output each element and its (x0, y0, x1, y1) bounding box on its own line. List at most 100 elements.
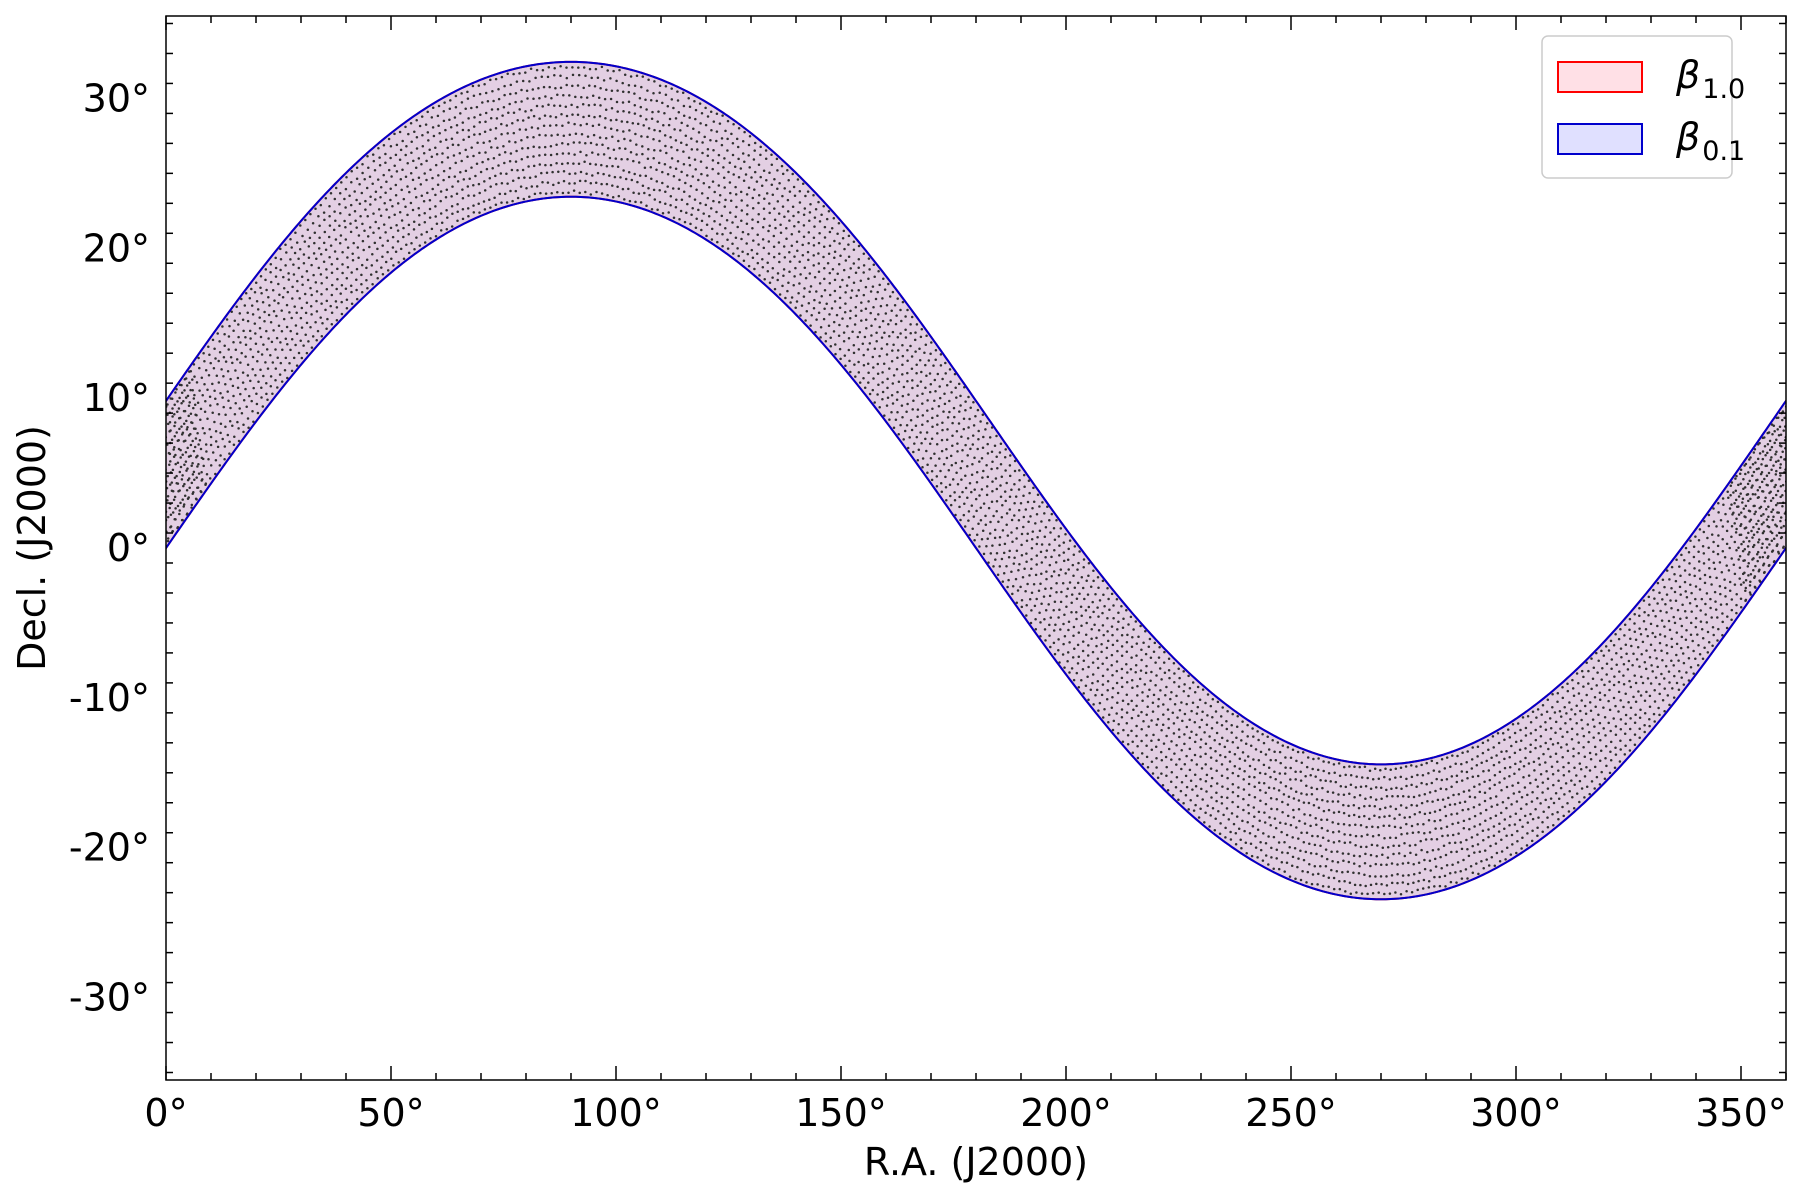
scatter-point (775, 157, 779, 161)
scatter-point (1789, 460, 1792, 463)
scatter-point (1269, 758, 1272, 762)
scatter-point (293, 305, 296, 308)
scatter-point (461, 217, 465, 221)
scatter-point (1264, 802, 1268, 806)
scatter-point (762, 246, 766, 250)
scatter-point (379, 195, 382, 199)
scatter-point (1746, 545, 1750, 548)
scatter-point (1470, 836, 1474, 839)
scatter-point (468, 177, 471, 180)
scatter-point (877, 313, 880, 316)
scatter-point (1209, 784, 1213, 788)
scatter-point (852, 262, 856, 265)
scatter-point (1607, 649, 1611, 652)
scatter-point (251, 410, 254, 413)
scatter-point (737, 127, 741, 130)
scatter-point (358, 202, 362, 205)
scatter-point (456, 210, 459, 213)
scatter-point (742, 179, 746, 182)
scatter-point (1779, 485, 1783, 488)
scatter-point (1135, 734, 1138, 738)
scatter-point (1025, 552, 1028, 555)
scatter-point (682, 104, 686, 108)
scatter-point (1660, 649, 1663, 652)
scatter-point (1668, 578, 1671, 581)
scatter-point (266, 367, 270, 370)
scatter-point (1144, 671, 1148, 675)
scatter-point (191, 473, 195, 476)
scatter-point (765, 179, 768, 182)
scatter-point (437, 104, 441, 108)
scatter-point (512, 111, 516, 115)
scatter-point (993, 444, 997, 447)
scatter-point (1748, 591, 1752, 594)
scatter-point (1488, 778, 1492, 782)
scatter-point (1368, 804, 1371, 808)
scatter-point (1697, 538, 1701, 542)
scatter-point (159, 520, 162, 523)
scatter-point (1794, 476, 1797, 479)
scatter-point (279, 247, 282, 251)
scatter-point (567, 152, 571, 155)
scatter-point (526, 135, 529, 139)
scatter-point (1764, 464, 1767, 468)
scatter-point (848, 316, 852, 320)
scatter-point (1277, 841, 1281, 844)
scatter-point (1188, 736, 1192, 740)
scatter-point (854, 375, 857, 378)
scatter-point (1013, 469, 1017, 473)
scatter-point (360, 191, 364, 195)
scatter-point (295, 311, 298, 315)
scatter-point (297, 257, 300, 260)
scatter-point (1308, 862, 1311, 866)
scatter-point (341, 263, 344, 266)
scatter-point (1792, 448, 1795, 451)
scatter-point (1649, 622, 1653, 626)
scatter-point (191, 439, 194, 443)
scatter-point (532, 114, 536, 118)
scatter-point (576, 84, 580, 87)
scatter-point (1587, 730, 1591, 734)
scatter-point (885, 353, 889, 356)
scatter-point (1609, 729, 1612, 733)
scatter-point (219, 454, 222, 457)
scatter-point (903, 429, 907, 433)
scatter-point (1793, 425, 1796, 428)
scatter-point (582, 86, 585, 90)
scatter-point (1183, 763, 1187, 766)
scatter-point (1445, 756, 1449, 759)
scatter-point (1011, 540, 1014, 544)
scatter-point (1010, 488, 1013, 492)
scatter-point (1455, 812, 1459, 815)
scatter-point (1425, 783, 1428, 786)
scatter-point (757, 163, 761, 166)
scatter-point (319, 316, 322, 319)
scatter-point (1075, 611, 1078, 614)
scatter-point (1211, 716, 1214, 719)
scatter-point (1084, 609, 1088, 612)
scatter-point (967, 395, 970, 399)
scatter-point (191, 388, 194, 392)
scatter-point (612, 69, 615, 73)
scatter-point (302, 253, 306, 256)
scatter-point (1338, 774, 1342, 778)
scatter-point (1067, 547, 1070, 551)
scatter-point (948, 410, 951, 414)
scatter-point (1697, 550, 1700, 554)
scatter-point (376, 178, 380, 181)
scatter-point (335, 287, 338, 291)
scatter-point (1374, 786, 1378, 789)
scatter-point (690, 137, 693, 140)
scatter-point (873, 401, 876, 404)
scatter-point (1495, 754, 1498, 757)
scatter-point (960, 435, 963, 439)
scatter-point (1394, 836, 1398, 840)
scatter-point (857, 244, 861, 248)
scatter-point (1746, 565, 1750, 568)
scatter-point (1696, 663, 1700, 667)
scatter-point (1729, 494, 1732, 497)
scatter-point (1013, 501, 1016, 505)
scatter-point (160, 516, 163, 519)
scatter-point (760, 184, 764, 187)
scatter-point (431, 176, 434, 180)
